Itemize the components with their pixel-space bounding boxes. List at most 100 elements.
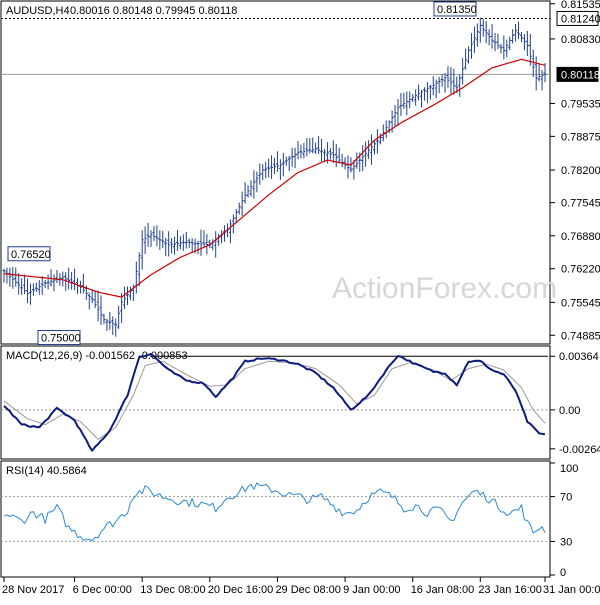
ohlc-bar xyxy=(255,171,259,193)
ohlc-bar xyxy=(299,144,303,159)
price-tick-label: 0.79535 xyxy=(561,98,600,110)
current-price-label-box xyxy=(556,66,599,82)
ohlc-bar xyxy=(293,147,297,169)
ohlc-bar xyxy=(355,152,359,169)
ohlc-bar xyxy=(252,170,256,199)
annotation-box xyxy=(7,246,51,262)
ohlc-bar xyxy=(70,272,74,290)
ohlc-bar xyxy=(472,26,476,53)
ohlc-bar xyxy=(375,129,379,154)
ohlc-bar xyxy=(258,163,262,185)
ohlc-bar xyxy=(167,231,171,257)
ohlc-bar xyxy=(431,76,435,96)
ohlc-bar xyxy=(328,148,332,160)
ohlc-bar xyxy=(273,157,276,175)
price-bars xyxy=(2,17,547,337)
rsi-series-line xyxy=(3,482,546,542)
ohlc-bar xyxy=(8,267,12,287)
ohlc-bar xyxy=(202,230,206,247)
ohlc-bar xyxy=(478,17,482,43)
ohlc-bar xyxy=(514,23,518,42)
ohlc-bar xyxy=(117,305,121,329)
ohlc-bar xyxy=(102,313,106,325)
ohlc-bar xyxy=(346,155,350,179)
ohlc-bar xyxy=(23,274,27,295)
ohlc-bar xyxy=(437,76,441,94)
ohlc-bar xyxy=(220,230,224,244)
ohlc-bar xyxy=(40,275,44,295)
price-panel xyxy=(0,0,551,345)
macd-tick-label: -0.002644 xyxy=(559,444,600,456)
macd-tick-label: 0.00 xyxy=(559,405,580,417)
ohlc-bar xyxy=(337,147,341,164)
ohlc-bar xyxy=(73,268,77,291)
ohlc-bar xyxy=(540,70,544,91)
ohlc-bar xyxy=(461,58,465,85)
price-tick-label: 0.76880 xyxy=(561,231,600,243)
ohlc-bar xyxy=(464,48,468,70)
ohlc-bar xyxy=(311,137,315,154)
ohlc-bar xyxy=(519,32,523,43)
ohlc-bar xyxy=(264,161,268,179)
ohlc-bar xyxy=(320,138,324,162)
ohlc-bar xyxy=(234,209,238,223)
ohlc-bar xyxy=(61,271,65,287)
annotation-label: 0.75000 xyxy=(41,333,81,345)
price-tick-label: 0.75545 xyxy=(561,297,600,309)
moving-average-line xyxy=(3,58,546,298)
ohlc-bar xyxy=(458,74,462,97)
ohlc-bar xyxy=(405,91,409,116)
ohlc-bar xyxy=(152,226,156,242)
ohlc-bar xyxy=(434,79,438,99)
macd-main-line xyxy=(3,353,546,452)
ohlc-bar xyxy=(452,68,456,95)
ohlc-bar xyxy=(352,160,356,180)
ohlc-bar xyxy=(525,30,529,56)
ohlc-bar xyxy=(502,35,506,60)
ohlc-bar xyxy=(43,280,47,289)
rsi-tick-label: 0 xyxy=(560,567,566,579)
ohlc-bar xyxy=(446,66,450,88)
ohlc-bar xyxy=(402,92,406,109)
ohlc-bar xyxy=(5,267,9,284)
ohlc-bar xyxy=(90,289,94,304)
ohlc-bar xyxy=(275,151,279,172)
ohlc-bar xyxy=(128,286,132,301)
ohlc-bar xyxy=(417,84,421,101)
ohlc-bar xyxy=(381,124,385,142)
price-annotations: 0.81350 0.76520 0.75000 xyxy=(7,1,477,346)
ohlc-bar xyxy=(340,153,344,168)
ohlc-bar xyxy=(420,89,424,108)
ohlc-bar xyxy=(2,268,6,283)
ohlc-bar xyxy=(278,159,282,181)
ohlc-bar xyxy=(270,155,274,179)
ohlc-bar xyxy=(531,49,535,78)
ohlc-bar xyxy=(487,29,491,46)
time-tick-label: 31 Jan 00:00 xyxy=(543,584,600,596)
ohlc-bar xyxy=(493,32,497,52)
moving-average xyxy=(3,58,546,298)
ohlc-bar xyxy=(284,156,288,166)
ohlc-bar xyxy=(522,34,526,51)
ohlc-bar xyxy=(190,238,194,253)
ohlc-bar xyxy=(367,140,371,159)
ohlc-bar xyxy=(14,267,18,287)
ohlc-bar xyxy=(158,230,162,250)
ohlc-bar xyxy=(517,21,521,40)
ohlc-bar xyxy=(111,316,115,335)
ohlc-bar xyxy=(428,84,432,100)
ohlc-bar xyxy=(414,89,418,106)
ohlc-bar xyxy=(26,278,30,304)
ohlc-bar xyxy=(178,236,182,250)
ohlc-bar xyxy=(384,120,388,139)
symbol-timeframe: AUDUSD,H4 xyxy=(6,5,70,17)
ohlc-bar xyxy=(528,33,532,66)
time-tick-label: 16 Jan 08:00 xyxy=(411,584,475,596)
ohlc-bar xyxy=(87,292,91,310)
ohlc-bar xyxy=(81,273,85,294)
ohlc-bar xyxy=(281,152,285,177)
ohlc-bar xyxy=(96,290,100,322)
rsi-title: RSI(14) 40.5864 xyxy=(6,465,87,477)
ohlc-bar xyxy=(334,144,338,168)
